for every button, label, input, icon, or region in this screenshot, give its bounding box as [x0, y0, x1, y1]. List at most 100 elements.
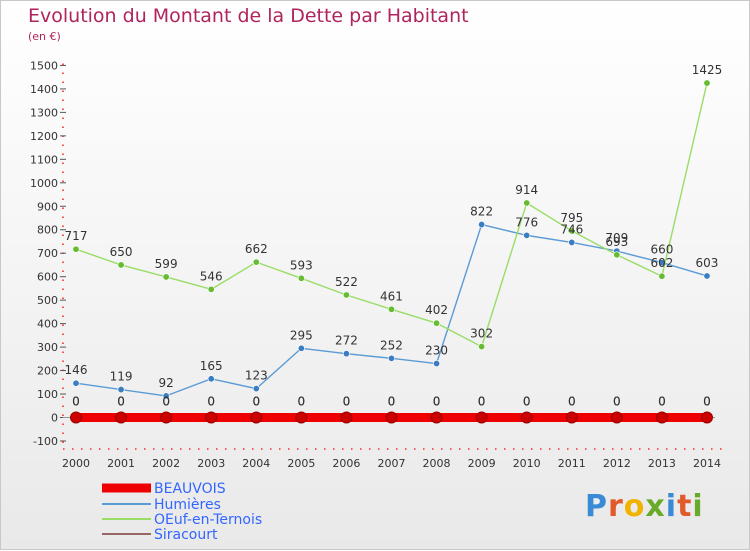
- chart-title: Evolution du Montant de la Dette par Hab…: [28, 5, 469, 27]
- data-label: 795: [560, 211, 583, 225]
- y-tick-label: 1200: [30, 130, 58, 143]
- data-label: 0: [252, 395, 260, 409]
- x-tick-label: 2002: [152, 457, 180, 470]
- data-label: 0: [252, 395, 260, 409]
- data-label: 0: [388, 395, 396, 409]
- y-tick-label: 300: [37, 341, 58, 354]
- x-tick-label: 2005: [287, 457, 315, 470]
- data-label: 0: [298, 395, 306, 409]
- data-label: 603: [696, 256, 719, 270]
- y-tick-label: 200: [37, 365, 58, 378]
- data-label: 0: [162, 395, 170, 409]
- data-point: [252, 385, 260, 393]
- data-label: 0: [207, 395, 215, 409]
- data-label: 0: [433, 395, 441, 409]
- x-tick-label: 2004: [242, 457, 270, 470]
- data-label: 662: [245, 242, 268, 256]
- data-label: 92: [158, 376, 173, 390]
- data-point: [162, 392, 170, 400]
- legend-label: Humières: [154, 497, 221, 513]
- y-tick-label: -100: [33, 435, 58, 448]
- data-point: [520, 411, 533, 424]
- data-point: [207, 375, 215, 383]
- data-label: 0: [72, 395, 80, 409]
- proxiti-logo: Proxiti: [585, 489, 704, 524]
- x-tick-label: 2014: [693, 457, 721, 470]
- x-tick-label: 2003: [197, 457, 225, 470]
- data-label: 0: [613, 395, 621, 409]
- logo-letter: o: [623, 489, 646, 524]
- data-point: [655, 411, 668, 424]
- data-point: [387, 305, 395, 313]
- data-point: [342, 291, 350, 299]
- data-point: [610, 411, 623, 424]
- data-label: 717: [65, 229, 88, 243]
- data-point: [72, 379, 80, 387]
- data-label: 693: [605, 235, 628, 249]
- data-point: [430, 411, 443, 424]
- y-tick-label: 500: [37, 294, 58, 307]
- data-point: [658, 272, 666, 280]
- logo-letter: x: [645, 489, 666, 524]
- x-tick-label: 2001: [107, 457, 135, 470]
- x-tick-label: 2006: [332, 457, 360, 470]
- data-label: 0: [298, 395, 306, 409]
- data-point: [478, 221, 486, 229]
- data-point: [613, 251, 621, 259]
- y-tick-label: 400: [37, 318, 58, 331]
- data-point: [297, 274, 305, 282]
- data-point: [252, 258, 260, 266]
- data-label: 0: [478, 395, 486, 409]
- y-tick-label: 0: [51, 412, 58, 425]
- data-point: [160, 411, 173, 424]
- y-tick-label: 800: [37, 224, 58, 237]
- data-label: 593: [290, 258, 313, 272]
- data-label: 0: [117, 395, 125, 409]
- data-label: 230: [425, 344, 448, 358]
- y-tick-label: 100: [37, 388, 58, 401]
- data-point: [523, 231, 531, 239]
- data-label: 650: [110, 245, 133, 259]
- data-label: 522: [335, 275, 358, 289]
- logo-letter: i: [692, 489, 704, 524]
- data-point: [568, 227, 576, 235]
- legend-label: OEuf-en-Ternois: [154, 512, 262, 528]
- x-tick-label: 2009: [468, 457, 496, 470]
- x-tick-label: 2010: [513, 457, 541, 470]
- y-tick-label: 900: [37, 200, 58, 213]
- data-point: [703, 272, 711, 280]
- data-point: [342, 350, 350, 358]
- legend-label: BEAUVOIS: [154, 481, 226, 497]
- data-point: [475, 411, 488, 424]
- data-label: 776: [515, 215, 538, 229]
- data-label: 822: [470, 205, 493, 219]
- data-point: [703, 79, 711, 87]
- data-label: 0: [343, 395, 351, 409]
- data-label: 123: [245, 369, 268, 383]
- data-label: 1425: [692, 63, 723, 77]
- data-label: 0: [523, 395, 531, 409]
- data-point: [565, 411, 578, 424]
- data-label: 146: [65, 363, 88, 377]
- logo-letter: t: [677, 489, 693, 524]
- data-point: [295, 411, 308, 424]
- y-tick-label: 700: [37, 247, 58, 260]
- data-label: 0: [703, 395, 711, 409]
- data-label: 0: [388, 395, 396, 409]
- data-label: 0: [433, 395, 441, 409]
- data-point: [297, 344, 305, 352]
- data-label: 0: [72, 395, 80, 409]
- data-label: 302: [470, 327, 493, 341]
- x-tick-label: 2000: [62, 457, 90, 470]
- data-label: 0: [523, 395, 531, 409]
- legend-label: Siracourt: [154, 527, 218, 543]
- y-tick-label: 1100: [30, 153, 58, 166]
- data-point: [117, 261, 125, 269]
- data-label: 0: [658, 395, 666, 409]
- data-label: 0: [343, 395, 351, 409]
- x-tick-label: 2008: [423, 457, 451, 470]
- chart-subtitle: (en €): [28, 30, 61, 43]
- data-label: 546: [200, 269, 223, 283]
- data-point: [250, 411, 263, 424]
